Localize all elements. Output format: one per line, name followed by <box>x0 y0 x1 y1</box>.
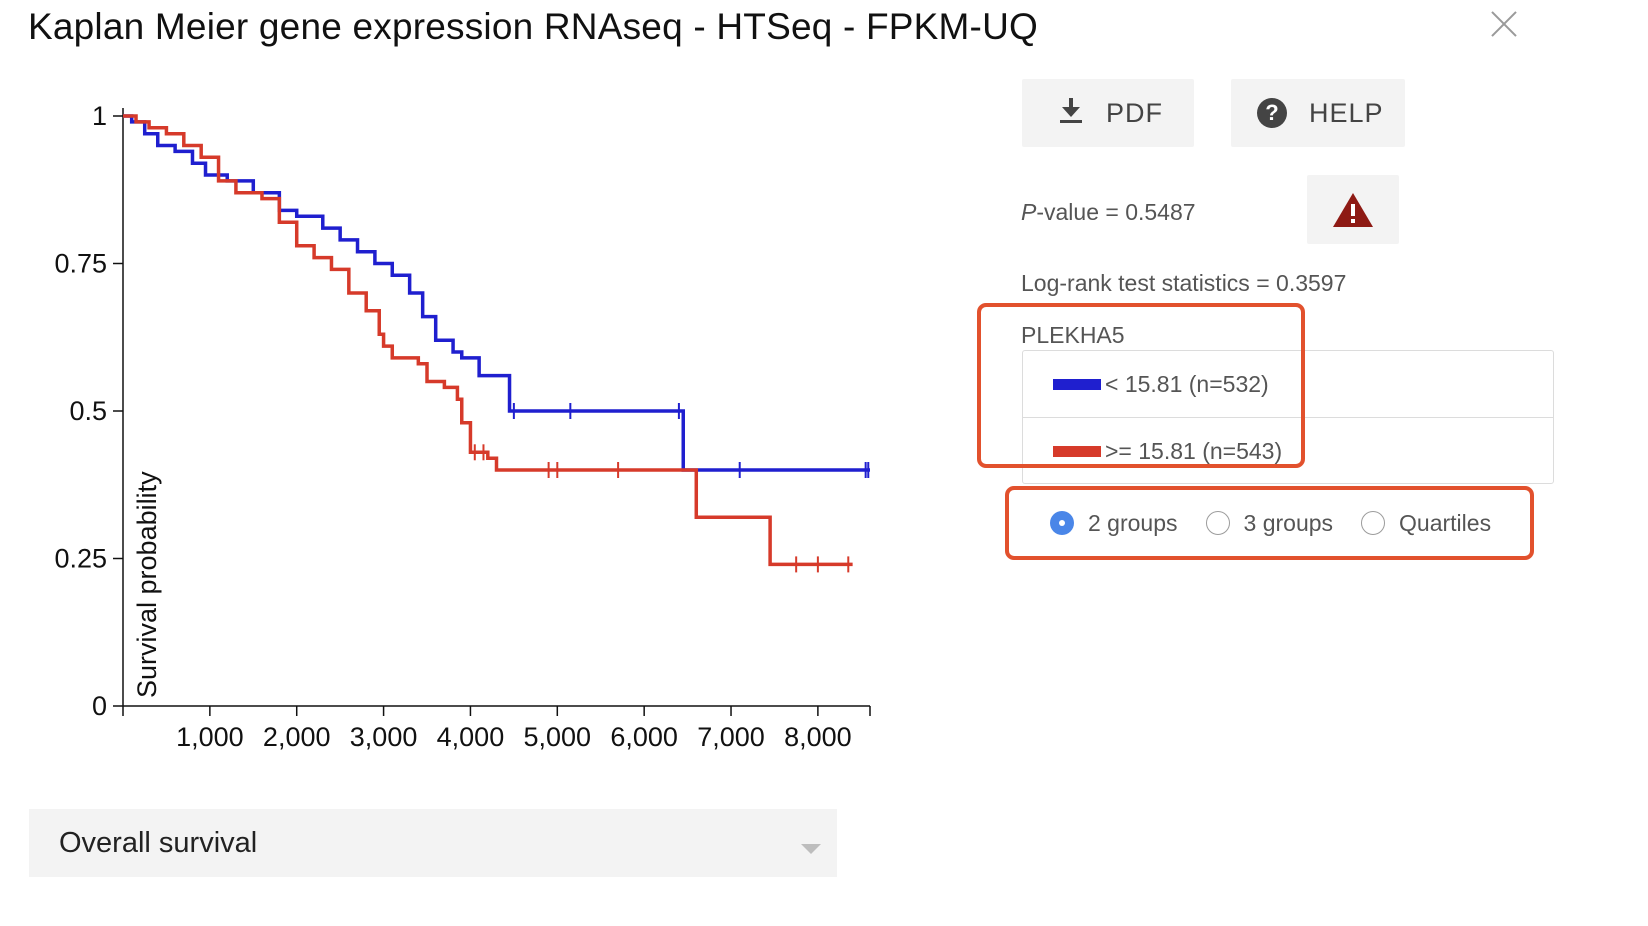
warning-button[interactable] <box>1307 175 1399 244</box>
legend-item-low[interactable]: < 15.81 (n=532) <box>1023 351 1553 418</box>
y-tick-label: 1 <box>92 101 107 131</box>
survival-type-select[interactable]: Overall survival <box>29 809 837 877</box>
logrank-text: Log-rank test statistics = 0.3597 <box>1021 270 1347 296</box>
x-axis: 1,000 2,000 3,000 4,000 5,000 6,000 7,000 8,000 <box>123 705 871 752</box>
km-series-0 <box>123 114 870 472</box>
y-axis-label: Survival probability <box>132 471 162 698</box>
radio-button-3-groups[interactable] <box>1205 511 1230 535</box>
y-tick-label: 0.5 <box>69 396 107 426</box>
series-layer <box>123 114 870 573</box>
pdf-button-label: PDF <box>1106 97 1163 128</box>
km-series-1 <box>123 114 853 567</box>
legend-swatch-high <box>1053 445 1101 457</box>
x-tick-label: 2,000 <box>263 722 331 752</box>
radio-label-3-groups: 3 groups <box>1243 509 1334 536</box>
warning-icon <box>1333 192 1373 227</box>
legend: < 15.81 (n=532) >= 15.81 (n=543) <box>1022 350 1554 484</box>
radio-label-2-groups: 2 groups <box>1088 509 1178 536</box>
pvalue-label: P <box>1021 199 1037 225</box>
y-tick-label: 0.75 <box>54 249 107 279</box>
legend-swatch-low <box>1053 378 1101 390</box>
x-tick-label: 3,000 <box>350 722 418 752</box>
radio-3-groups[interactable]: 3 groups <box>1205 509 1334 537</box>
x-tick-label: 4,000 <box>437 722 505 752</box>
legend-label-low: < 15.81 (n=532) <box>1105 370 1269 397</box>
legend-label-high: >= 15.81 (n=543) <box>1105 437 1283 464</box>
legend-item-high[interactable]: >= 15.81 (n=543) <box>1023 418 1553 484</box>
radio-label-quartiles: Quartiles <box>1399 509 1492 536</box>
x-tick-label: 8,000 <box>784 722 852 752</box>
pdf-button[interactable]: PDF <box>1022 79 1194 147</box>
pvalue-value: -value = 0.5487 <box>1036 199 1196 225</box>
x-tick-label: 1,000 <box>176 722 244 752</box>
gene-label: PLEKHA5 <box>1021 322 1125 348</box>
y-tick-label: 0.25 <box>54 544 107 574</box>
chevron-down-icon <box>801 844 821 854</box>
close-icon[interactable] <box>1486 6 1522 42</box>
x-tick-label: 5,000 <box>524 722 592 752</box>
y-axis: 0 0.25 0.5 0.75 1 <box>54 101 124 721</box>
help-button[interactable]: ? HELP <box>1231 79 1405 147</box>
km-chart: 0 0.25 0.5 0.75 1 1,000 2,000 3,000 4,000 5,000 6… <box>54 101 871 752</box>
x-tick-label: 7,000 <box>697 722 765 752</box>
dialog-title: Kaplan Meier gene expression RNAseq - HT… <box>28 6 1038 47</box>
radio-button-2-groups[interactable] <box>1050 511 1074 535</box>
radio-button-quartiles[interactable] <box>1361 511 1386 535</box>
pvalue-text: P-value = 0.5487 <box>1021 199 1196 226</box>
help-icon: ? <box>1257 98 1287 128</box>
radio-2-groups[interactable]: 2 groups <box>1050 510 1178 537</box>
radio-quartiles[interactable]: Quartiles <box>1361 510 1491 537</box>
help-button-label: HELP <box>1309 97 1384 128</box>
survival-type-value: Overall survival <box>59 826 258 859</box>
grouping-radio-group: 2 groups 3 groups Quartiles <box>1050 503 1519 543</box>
y-tick-label: 0 <box>92 691 107 721</box>
download-icon <box>1058 96 1084 131</box>
x-tick-label: 6,000 <box>610 722 678 752</box>
